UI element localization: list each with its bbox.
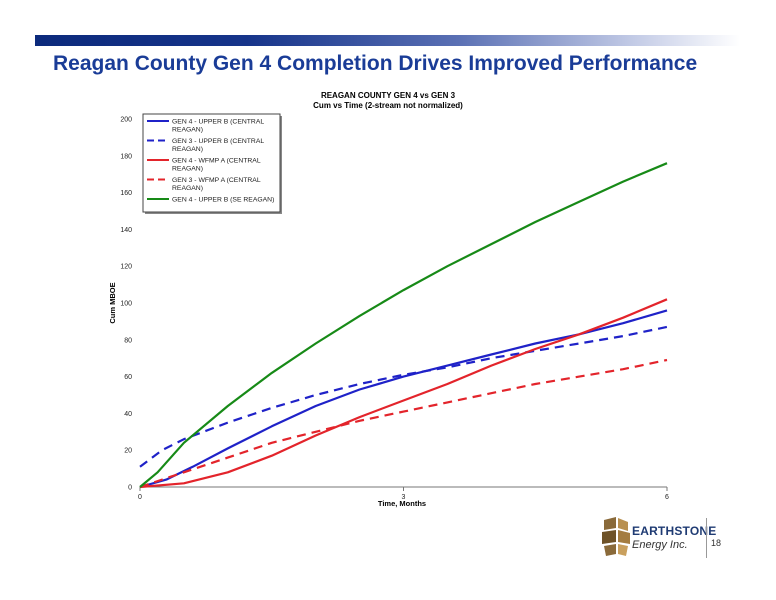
earthstone-mark-icon xyxy=(602,517,630,556)
y-axis-label: Cum MBOE xyxy=(108,282,117,323)
x-axis-label: Time, Months xyxy=(378,499,426,508)
series-line-3 xyxy=(139,298,668,489)
y-tick-label: 80 xyxy=(124,337,132,344)
legend-box xyxy=(142,113,281,213)
y-tick-label: 100 xyxy=(120,301,132,308)
x-tick-label: 0 xyxy=(138,494,142,501)
x-tick-label: 3 xyxy=(402,494,406,501)
y-tick-label: 0 xyxy=(128,485,132,492)
legend-label: GEN 4 - WFMP A (CENTRAL xyxy=(172,158,261,165)
legend-label: GEN 3 - WFMP A (CENTRAL xyxy=(172,177,261,184)
y-tick-label: 60 xyxy=(124,374,132,381)
y-tick-label: 40 xyxy=(124,411,132,418)
legend-label: REAGAN) xyxy=(172,146,203,153)
logo-divider xyxy=(706,518,707,558)
legend-label: REAGAN) xyxy=(172,185,203,192)
y-tick-label: 140 xyxy=(120,227,132,234)
company-logo: EARTHSTONE Energy Inc. xyxy=(598,516,716,560)
page-number: 18 xyxy=(711,538,722,548)
series-line-2 xyxy=(139,325,668,468)
y-tick-label: 200 xyxy=(120,117,132,124)
slide-title: Reagan County Gen 4 Completion Drives Im… xyxy=(53,52,698,75)
x-tick-label: 6 xyxy=(665,494,669,501)
legend-label: GEN 3 - UPPER B (CENTRAL xyxy=(172,138,264,145)
logo-subtitle: Energy Inc. xyxy=(632,539,688,551)
logo-name: EARTHSTONE xyxy=(632,524,717,538)
legend-label: GEN 4 - UPPER B (SE REAGAN) xyxy=(172,197,274,204)
series-line-5 xyxy=(139,162,668,488)
y-tick-label: 120 xyxy=(120,264,132,271)
series-line-4 xyxy=(139,358,668,489)
legend-label: REAGAN) xyxy=(172,127,203,134)
y-tick-label: 160 xyxy=(120,190,132,197)
header-gradient-bar xyxy=(35,35,740,46)
y-tick-label: 20 xyxy=(124,448,132,455)
legend-label: GEN 4 - UPPER B (CENTRAL xyxy=(172,119,264,126)
chart-subtitle: Cum vs Time (2-stream not normalized) xyxy=(313,101,463,110)
chart-title: REAGAN COUNTY GEN 4 vs GEN 3 xyxy=(321,91,456,100)
y-tick-label: 180 xyxy=(120,153,132,160)
legend-label: REAGAN) xyxy=(172,166,203,173)
